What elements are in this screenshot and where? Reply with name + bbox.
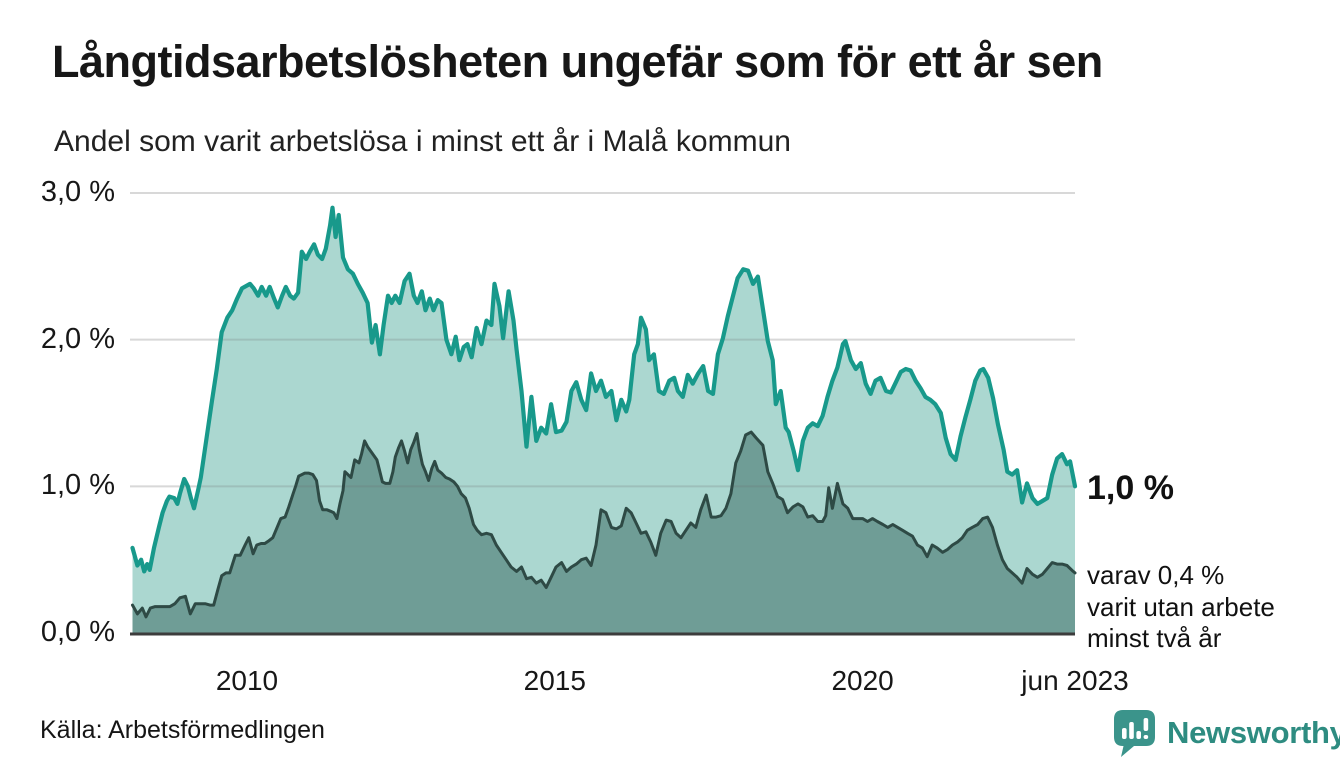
annotation-line-1: varav 0,4 % <box>1087 560 1225 590</box>
x-tick-label: 2010 <box>215 665 279 696</box>
y-tick-label: 1,0 % <box>40 469 115 502</box>
x-tick-label: jun 2023 <box>1021 665 1129 696</box>
source-credit: Källa: Arbetsförmedlingen <box>40 716 325 744</box>
y-tick-label: 0,0 % <box>40 616 115 648</box>
x-tick-label: 2015 <box>523 665 586 696</box>
page-title: Långtidsarbetslösheten ungefär som för e… <box>52 36 1103 87</box>
y-tick-label: 2,0 % <box>40 322 115 355</box>
y-tick-label: 3,0 % <box>40 176 115 208</box>
newsworthy-logo: Newsworthy <box>1110 708 1340 758</box>
series1-end-value-label: 1,0 % <box>1087 469 1174 507</box>
x-tick-label: 2020 <box>831 665 894 696</box>
annotation-line-3: minst två år <box>1087 623 1222 654</box>
newsworthy-bubble-chart-icon <box>1114 710 1155 757</box>
chart-subtitle: Andel som varit arbetslösa i minst ett å… <box>54 125 791 158</box>
logo-wordmark: Newsworthy <box>1167 715 1340 750</box>
annotation-line-2: varit utan arbete <box>1087 591 1275 622</box>
series2-end-annotation: varav 0,4 % varit utan arbete minst två … <box>1087 560 1275 655</box>
